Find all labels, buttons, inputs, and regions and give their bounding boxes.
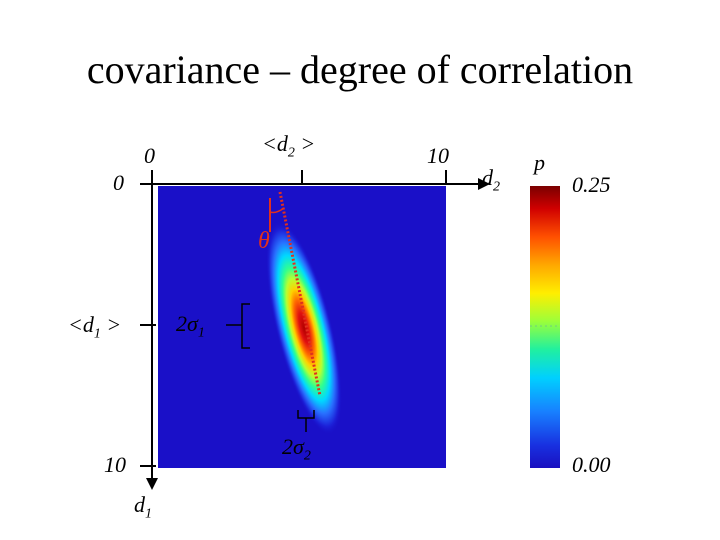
y-tick-start-label: 0: [113, 170, 124, 195]
density-blob: [265, 221, 343, 435]
y-tick-mean-label: <d1 >: [68, 312, 122, 342]
principal-axis-line: [278, 191, 322, 397]
sigma1-bracket: [241, 303, 250, 349]
colorbar-min-label: 0.00: [572, 452, 611, 477]
y-axis-arrowhead: [146, 478, 158, 490]
y-tick-end-label: 10: [104, 452, 126, 477]
y-axis-label: d1: [134, 492, 152, 522]
theta-arc: [269, 207, 285, 214]
x-axis-arrowhead: [478, 178, 490, 190]
sigma2-label: 2σ2: [282, 434, 311, 464]
colorbar-max-label: 0.25: [572, 172, 611, 197]
x-axis-label: d2: [482, 165, 500, 195]
x-tick-mean-label: <d2 >: [262, 131, 316, 161]
theta-label: θ: [258, 228, 270, 254]
sigma1-label: 2σ1: [176, 311, 205, 341]
x-tick-end-label: 10: [427, 143, 449, 168]
colorbar-label: p: [534, 150, 545, 175]
x-tick-start-label: 0: [144, 143, 155, 168]
colorbar: [530, 186, 560, 468]
slide-title: covariance – degree of correlation: [86, 47, 634, 92]
